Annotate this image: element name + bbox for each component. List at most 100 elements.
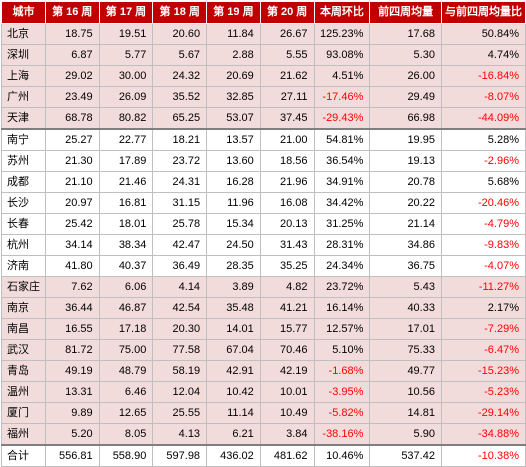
cell-week17: 75.00	[98, 339, 154, 361]
cell-week17: 40.37	[98, 255, 154, 277]
cell-week19: 11.84	[206, 23, 261, 45]
cell-week17: 19.51	[98, 23, 154, 45]
cell-city: 杭州	[1, 234, 46, 256]
table-row: 长沙 20.97 16.81 31.15 11.96 16.08 34.42% 20.22 -2…	[1, 192, 526, 214]
header-week20: 第 20 周	[259, 1, 315, 24]
cell-week18: 23.72	[152, 150, 208, 172]
cell-avg4: 20.78	[369, 171, 442, 193]
cell-week16: 34.14	[44, 234, 100, 256]
cell-vs-avg4: -16.84%	[440, 65, 526, 87]
cell-week16: 81.72	[44, 339, 100, 361]
cell-week20: 21.62	[259, 65, 315, 87]
cell-week18: 18.21	[152, 128, 208, 151]
cell-vs-avg4: -8.07%	[440, 86, 526, 108]
cell-city: 长春	[1, 213, 46, 235]
cell-week18: 12.04	[152, 381, 208, 403]
cell-city: 北京	[1, 23, 46, 45]
cell-city: 温州	[1, 381, 46, 403]
table-row: 上海 29.02 30.00 24.32 20.69 21.62 4.51% 26.00 -16…	[1, 65, 526, 87]
cell-avg4: 20.22	[369, 192, 442, 214]
cell-week20: 42.19	[259, 360, 315, 382]
cell-week20: 18.56	[259, 150, 315, 172]
cell-week19: 53.07	[206, 107, 261, 130]
cell-city: 石家庄	[1, 276, 46, 298]
cell-week19: 14.01	[206, 318, 261, 340]
cell-vs-avg4: 4.74%	[440, 44, 526, 66]
cell-week19: 35.48	[206, 297, 261, 319]
cell-week17: 48.79	[98, 360, 154, 382]
header-wow: 本周环比	[313, 1, 371, 24]
cell-week18: 42.54	[152, 297, 208, 319]
table-row: 济南 41.80 40.37 36.49 28.35 35.25 24.34% 36.75 -4…	[1, 255, 526, 277]
cell-avg4: 5.43	[369, 276, 442, 298]
cell-week20: 27.11	[259, 86, 315, 108]
cell-week17: 80.82	[98, 107, 154, 130]
cell-city: 广州	[1, 86, 46, 108]
cell-wow: 5.10%	[313, 339, 371, 361]
header-city: 城市	[1, 1, 46, 24]
cell-wow: 36.54%	[313, 150, 371, 172]
cell-week19: 10.42	[206, 381, 261, 403]
cell-week18: 20.30	[152, 318, 208, 340]
cell-week17: 5.77	[98, 44, 154, 66]
cell-week16: 23.49	[44, 86, 100, 108]
cell-week17: 16.81	[98, 192, 154, 214]
cell-week19: 11.14	[206, 402, 261, 424]
cell-week17: 17.18	[98, 318, 154, 340]
cell-week17: 6.46	[98, 381, 154, 403]
cell-vs-avg4: 5.68%	[440, 171, 526, 193]
cell-wow: 93.08%	[313, 44, 371, 66]
total-cell-week18: 597.98	[152, 444, 208, 467]
table-row: 石家庄 7.62 6.06 4.14 3.89 4.82 23.72% 5.43 -11.27%	[1, 276, 526, 298]
cell-week17: 18.01	[98, 213, 154, 235]
table-row: 天津 68.78 80.82 65.25 53.07 37.45 -29.43% 66.98-…	[1, 107, 526, 130]
cell-vs-avg4: -11.27%	[440, 276, 526, 298]
cell-week18: 58.19	[152, 360, 208, 382]
cell-wow: -38.16%	[313, 423, 371, 446]
cell-vs-avg4: 5.28%	[440, 128, 526, 151]
cell-week19: 6.21	[206, 423, 261, 446]
cell-week20: 70.46	[259, 339, 315, 361]
cell-avg4: 34.86	[369, 234, 442, 256]
table-row: 温州 13.31 6.46 12.04 10.42 10.01 -3.95% 10.56 -5.…	[1, 381, 526, 403]
cell-week16: 13.31	[44, 381, 100, 403]
cell-week18: 5.67	[152, 44, 208, 66]
cell-week16: 6.87	[44, 44, 100, 66]
cell-vs-avg4: -15.23%	[440, 360, 526, 382]
cell-week16: 16.55	[44, 318, 100, 340]
header-vs-avg4: 与前四周均量比	[440, 1, 526, 24]
cell-week18: 42.47	[152, 234, 208, 256]
cell-wow: 34.91%	[313, 171, 371, 193]
table-row: 长春 25.42 18.01 25.78 15.34 20.13 31.25% 21.14 -4…	[1, 213, 526, 235]
cell-week19: 16.28	[206, 171, 261, 193]
cell-week18: 4.13	[152, 423, 208, 446]
cell-week16: 18.75	[44, 23, 100, 45]
cell-week17: 17.89	[98, 150, 154, 172]
cell-week17: 6.06	[98, 276, 154, 298]
cell-vs-avg4: -7.29%	[440, 318, 526, 340]
cell-week18: 65.25	[152, 107, 208, 130]
cell-week16: 29.02	[44, 65, 100, 87]
cell-vs-avg4: -6.47%	[440, 339, 526, 361]
table-row: 南宁 25.27 22.77 18.21 13.57 21.00 54.81% 19.95 5.…	[1, 128, 526, 151]
table-row: 南京 36.44 46.87 42.54 35.48 41.21 16.14% 40.33 2.…	[1, 297, 526, 319]
cell-avg4: 5.90	[369, 423, 442, 446]
table-row: 深圳 6.87 5.77 5.67 2.88 5.55 93.08% 5.30 4.74%	[1, 44, 526, 66]
cell-avg4: 19.13	[369, 150, 442, 172]
cell-week18: 25.55	[152, 402, 208, 424]
table-row: 厦门 9.89 12.65 25.55 11.14 10.49 -5.82% 14.81 -29…	[1, 402, 526, 424]
cell-wow: 34.42%	[313, 192, 371, 214]
cell-avg4: 36.75	[369, 255, 442, 277]
cell-week16: 9.89	[44, 402, 100, 424]
cell-week17: 38.34	[98, 234, 154, 256]
cell-week19: 67.04	[206, 339, 261, 361]
table-row: 青岛 49.19 48.79 58.19 42.91 42.19 -1.68% 49.77 -1…	[1, 360, 526, 382]
cell-week20: 26.67	[259, 23, 315, 45]
cell-city: 南宁	[1, 128, 46, 151]
cell-avg4: 14.81	[369, 402, 442, 424]
cell-wow: -17.46%	[313, 86, 371, 108]
cell-week16: 5.20	[44, 423, 100, 446]
table-row: 武汉 81.72 75.00 77.58 67.04 70.46 5.10% 75.33 -6.…	[1, 339, 526, 361]
cell-week18: 20.60	[152, 23, 208, 45]
